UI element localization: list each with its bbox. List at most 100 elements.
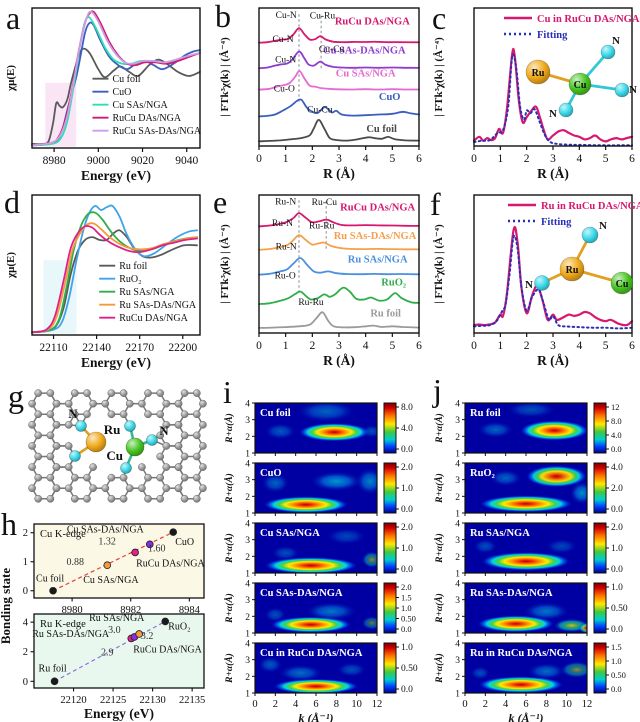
- svg-text:1: 1: [455, 510, 460, 520]
- panel-a-label: a: [6, 0, 21, 36]
- svg-text:2: 2: [23, 647, 28, 658]
- svg-text:Ru-O: Ru-O: [275, 272, 296, 282]
- svg-text:χμ(E): χμ(E): [5, 252, 17, 279]
- panel-i-wavelet-cu-heatmaps: Cu foil1234R+α(Å)8.04.00.0CuO1234R+α(Å)2…: [223, 400, 418, 722]
- svg-text:4: 4: [23, 618, 29, 629]
- svg-text:8.0: 8.0: [611, 416, 622, 426]
- svg-text:0.50: 0.50: [401, 664, 418, 674]
- svg-text:Ru SAs/NGA: Ru SAs/NGA: [89, 613, 145, 624]
- svg-text:Cu K-edge: Cu K-edge: [40, 529, 86, 540]
- panel-e-exafs-ru-chart: Ru foil RuO₂ Ru SAs/NGA Ru SAs-DAs/NGA RuCu …: [219, 194, 422, 368]
- svg-text:Cu-N: Cu-N: [272, 35, 293, 45]
- svg-text:4: 4: [363, 340, 369, 352]
- svg-text:4.0: 4.0: [611, 430, 622, 440]
- svg-text:R+α(Å): R+α(Å): [223, 413, 235, 444]
- svg-text:Cu foil: Cu foil: [112, 74, 140, 85]
- svg-text:Ru in RuCu DAs/NGA: Ru in RuCu DAs/NGA: [470, 648, 573, 659]
- svg-text:RuCu DAs/NGA: RuCu DAs/NGA: [136, 558, 205, 569]
- svg-text:8.0: 8.0: [401, 403, 413, 413]
- svg-text:RuO₂: RuO₂: [119, 274, 141, 285]
- svg-text:0.50: 0.50: [401, 614, 416, 624]
- svg-text:9000: 9000: [87, 155, 110, 167]
- svg-text:4.0: 4.0: [611, 463, 623, 473]
- svg-text:2: 2: [273, 699, 278, 710]
- svg-text:3: 3: [336, 340, 342, 352]
- svg-text:8982: 8982: [120, 605, 141, 616]
- svg-text:Ru-Ru: Ru-Ru: [298, 298, 324, 308]
- svg-text:6: 6: [416, 153, 422, 165]
- svg-text:Cu SAs/NGA: Cu SAs/NGA: [112, 100, 168, 111]
- svg-text:1: 1: [455, 450, 460, 460]
- svg-text:1: 1: [455, 630, 460, 640]
- panel-g-label: g: [8, 378, 24, 414]
- svg-text:9040: 9040: [175, 155, 198, 167]
- svg-text:N: N: [68, 406, 78, 421]
- svg-text:1: 1: [245, 570, 250, 580]
- svg-text:Ru SAs-DAs/NGA: Ru SAs-DAs/NGA: [334, 231, 417, 242]
- svg-text:6: 6: [629, 153, 635, 165]
- svg-text:RuCu DAs/NGA: RuCu DAs/NGA: [133, 644, 202, 655]
- svg-text:Cu-Cu: Cu-Cu: [307, 106, 333, 116]
- svg-text:N: N: [599, 220, 607, 232]
- svg-text:0: 0: [256, 340, 262, 352]
- svg-text:| FTk³χ(k) | (Å⁻⁴): | FTk³χ(k) | (Å⁻⁴): [219, 37, 231, 117]
- svg-text:2: 2: [524, 340, 530, 352]
- svg-text:N: N: [629, 84, 637, 96]
- svg-text:CuO: CuO: [379, 92, 401, 103]
- svg-text:Ru SAs-DAs/NGA: Ru SAs-DAs/NGA: [470, 588, 553, 599]
- svg-text:2: 2: [245, 553, 250, 563]
- svg-text:4: 4: [245, 580, 250, 590]
- svg-text:1.0: 1.0: [611, 544, 623, 554]
- svg-text:1: 1: [497, 340, 503, 352]
- svg-text:0.0: 0.0: [401, 505, 413, 515]
- panel-i-label: i: [223, 374, 232, 410]
- panel-f-label: f: [430, 186, 441, 222]
- svg-text:Fitting: Fitting: [541, 217, 572, 228]
- svg-text:0.50: 0.50: [611, 604, 628, 614]
- svg-text:4: 4: [245, 520, 250, 530]
- svg-text:0.0: 0.0: [401, 565, 413, 575]
- svg-text:3: 3: [455, 476, 460, 486]
- svg-text:0: 0: [23, 586, 28, 597]
- svg-text:4: 4: [576, 340, 582, 352]
- svg-text:22135: 22135: [179, 695, 205, 706]
- svg-text:2: 2: [245, 613, 250, 623]
- svg-text:2.0: 2.0: [401, 523, 413, 533]
- svg-text:1.0: 1.0: [401, 603, 412, 613]
- svg-text:R (Å): R (Å): [323, 166, 355, 181]
- svg-text:3: 3: [455, 656, 460, 666]
- svg-text:22120: 22120: [60, 695, 86, 706]
- svg-text:1: 1: [245, 510, 250, 520]
- svg-text:2: 2: [245, 673, 250, 683]
- svg-text:0.0: 0.0: [611, 565, 623, 575]
- svg-text:R (Å): R (Å): [323, 353, 355, 368]
- svg-text:8980: 8980: [43, 155, 66, 167]
- svg-text:2.0: 2.0: [611, 484, 623, 494]
- svg-text:1.0: 1.0: [611, 583, 623, 593]
- svg-text:2: 2: [524, 153, 530, 165]
- svg-text:Ru: Ru: [532, 68, 545, 79]
- svg-text:1: 1: [283, 153, 289, 165]
- svg-text:Cu SAs/NGA: Cu SAs/NGA: [336, 68, 396, 79]
- svg-text:Ru foil: Ru foil: [470, 408, 501, 419]
- svg-text:Cu foil: Cu foil: [36, 574, 64, 585]
- svg-text:3: 3: [245, 596, 250, 606]
- svg-text:10: 10: [351, 699, 362, 710]
- svg-text:5: 5: [389, 153, 395, 165]
- svg-text:4: 4: [576, 153, 582, 165]
- svg-text:| FTk³χ(k) | (Å⁻⁴): | FTk³χ(k) | (Å⁻⁴): [433, 37, 445, 117]
- svg-text:8984: 8984: [179, 605, 201, 616]
- svg-text:Bonding state: Bonding state: [0, 568, 13, 644]
- svg-text:0.88: 0.88: [67, 557, 85, 568]
- svg-text:4: 4: [455, 640, 460, 650]
- svg-text:Cu: Cu: [106, 448, 123, 463]
- svg-text:4: 4: [245, 640, 250, 650]
- svg-text:12: 12: [372, 699, 383, 710]
- svg-text:4.0: 4.0: [401, 424, 413, 434]
- svg-text:2.0: 2.0: [611, 523, 623, 533]
- svg-text:RuCu SAs-DAs/NGA: RuCu SAs-DAs/NGA: [112, 126, 201, 137]
- svg-text:22110: 22110: [39, 342, 68, 354]
- svg-text:N: N: [159, 423, 169, 438]
- svg-text:4: 4: [503, 699, 509, 710]
